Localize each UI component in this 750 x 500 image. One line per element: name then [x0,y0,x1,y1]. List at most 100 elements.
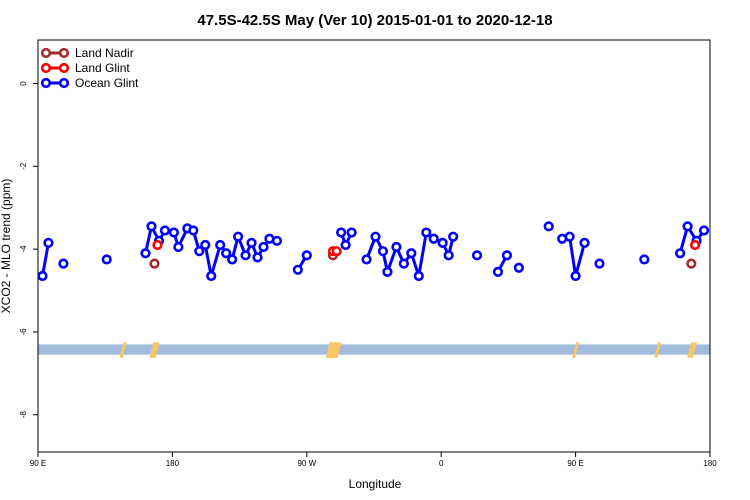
data-point [43,237,54,248]
data-point [101,254,112,265]
data-point [471,250,483,261]
land-mask-band [38,344,710,355]
x-tick-label: 180 [703,459,717,468]
data-point [146,221,157,232]
data-point [639,254,650,265]
legend-marker [58,47,70,59]
land-mark [334,341,342,359]
data-point [406,248,417,259]
data-point [206,270,217,282]
data-point [346,227,357,238]
data-point [58,258,69,269]
legend-marker [58,62,70,74]
data-point [513,262,524,273]
data-point [271,235,283,246]
data-point [382,266,393,277]
data-point [221,248,232,259]
data-point [570,270,581,282]
data-point [543,221,554,232]
data-point [391,241,402,253]
data-point [492,266,504,277]
data-point [258,241,269,253]
data-point [152,239,163,251]
series-land-glint [152,239,701,257]
data-point [215,239,226,251]
data-point [292,264,303,275]
y-axis-label: XCO2 - MLO trend (ppm) [0,179,13,314]
data-point [437,237,448,248]
series-ocean-glint [37,221,710,282]
data-point [377,246,389,257]
series-layer [37,221,710,282]
data-point [340,239,351,251]
land-mark [687,341,695,359]
legend-marker [40,62,52,74]
x-axis-label: Longitude [349,477,402,491]
data-point [240,250,251,261]
land-band-layer [38,341,710,359]
x-tick-label: 90 E [567,459,583,468]
y-tick-label: -8 [19,411,28,419]
data-point [173,241,184,253]
data-point [398,258,409,269]
data-point [159,225,171,236]
y-tick-label: -6 [19,328,28,336]
land-mark [149,341,157,359]
data-point [501,250,513,261]
legend-marker [40,47,52,59]
data-point [336,227,347,238]
data-point [252,252,263,263]
data-point [140,248,151,259]
land-mark [119,341,127,359]
land-mark [654,341,662,359]
y-axis: 0 -2 -4 -6 -8 [19,81,38,419]
data-point [194,246,205,257]
data-point [233,231,244,242]
x-axis: 90 E 180 90 W 0 90 E 180 [30,452,717,468]
data-point [686,258,697,269]
data-point [370,231,381,242]
data-point [443,250,454,261]
data-point [188,225,199,236]
legend-label: Ocean Glint [75,76,139,90]
y-tick-label: -4 [19,245,28,253]
x-tick-label: 90 E [30,459,46,468]
data-point [421,227,432,238]
data-point [682,221,693,232]
data-point [37,270,48,282]
data-point [301,250,312,261]
data-point [579,237,590,248]
x-tick-label: 90 W [297,459,316,468]
y-tick-label: 0 [19,81,28,86]
data-point [149,258,160,269]
land-mark [572,341,580,359]
y-tick-label: -2 [19,162,28,170]
data-point [689,239,701,251]
land-mark [152,341,160,359]
data-point [675,248,686,259]
x-tick-label: 0 [439,459,444,468]
data-point [227,254,238,265]
plot-frame [37,39,711,453]
series-line [41,242,50,277]
chart-title: 47.5S-42.5S May (Ver 10) 2015-01-01 to 2… [197,12,552,29]
data-point [428,233,439,244]
series-line [678,224,706,254]
legend-marker [40,77,52,89]
land-mark [690,341,698,359]
legend-label: Land Nadir [75,46,134,60]
data-point [698,225,710,236]
legend-label: Land Glint [75,61,130,75]
data-point [594,258,605,269]
data-point [246,237,257,248]
data-point [564,231,575,242]
data-point [361,254,372,265]
data-point [413,270,424,282]
data-point [448,231,459,242]
data-point [331,246,342,257]
data-point [168,227,179,238]
legend-marker [58,77,70,89]
